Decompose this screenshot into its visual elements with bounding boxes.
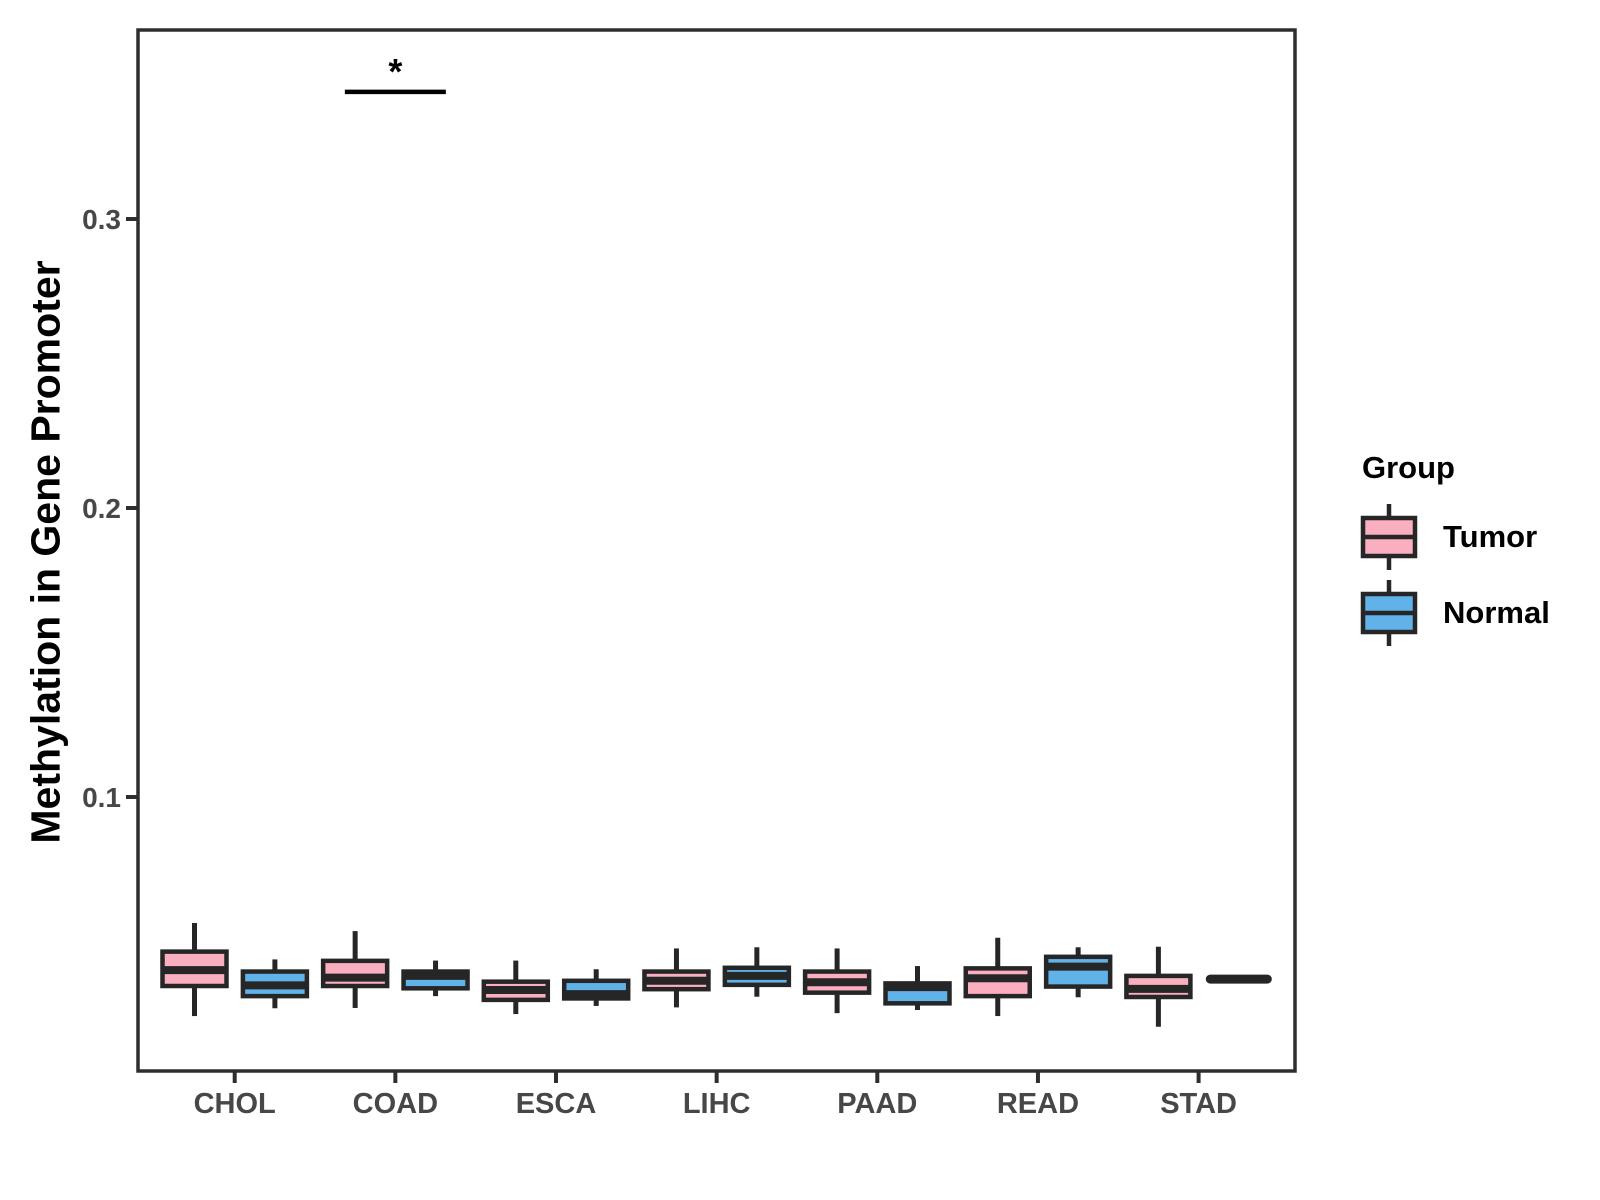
- y-tick-label: 0.3: [82, 204, 121, 235]
- significance-annotation: *: [344, 51, 446, 95]
- x-category-label: LIHC: [683, 1088, 751, 1120]
- x-category-label: READ: [997, 1088, 1079, 1120]
- iqr-box: [320, 958, 390, 989]
- plot-content: 0.1 0.2 0.3 CHOL COAD ESCA LIHC PAAD READ STAD: [82, 204, 1272, 1120]
- legend-label-tumor: Tumor: [1443, 519, 1538, 554]
- boxplot-STAD-Normal: [1205, 974, 1272, 984]
- legend-label-normal: Normal: [1443, 595, 1550, 630]
- iqr-box: [963, 966, 1032, 999]
- boxplot-PAAD-Normal: [883, 966, 952, 1010]
- significance-star: *: [388, 51, 402, 92]
- legend-item-normal: Normal: [1360, 580, 1550, 646]
- legend: Group Tumor Normal: [1360, 450, 1550, 646]
- x-category-label: PAAD: [837, 1088, 917, 1120]
- iqr-box: [1043, 954, 1113, 989]
- normal-boxplot-key-icon: [1360, 580, 1418, 646]
- legend-item-tumor: Tumor: [1360, 504, 1550, 570]
- flat-box: [1205, 974, 1272, 984]
- boxplot-COAD-Tumor: [320, 931, 390, 1008]
- boxplot-LIHC-Normal: [722, 947, 792, 997]
- boxplot-READ-Tumor: [963, 937, 1032, 1017]
- boxplot-READ-Normal: [1043, 947, 1113, 998]
- boxplot-ESCA-Normal: [561, 969, 631, 1006]
- boxplot-PAAD-Tumor: [802, 948, 872, 1014]
- boxplot-COAD-Normal: [401, 960, 470, 997]
- boxplot-CHOL-Tumor: [160, 923, 229, 1017]
- x-category-label: COAD: [353, 1088, 438, 1120]
- boxplot-CHOL-Normal: [240, 959, 310, 1009]
- y-axis-title: Methylation in Gene Promoter: [22, 260, 69, 844]
- x-category-label: STAD: [1160, 1088, 1237, 1120]
- y-tick-label: 0.1: [82, 782, 121, 813]
- x-category-label: CHOL: [194, 1088, 276, 1120]
- boxplot-ESCA-Tumor: [481, 960, 551, 1015]
- tumor-boxplot-key-icon: [1360, 504, 1418, 570]
- y-tick-label: 0.2: [82, 493, 121, 524]
- boxplot-STAD-Tumor: [1124, 946, 1193, 1027]
- boxplot-LIHC-Tumor: [642, 948, 711, 1008]
- legend-title: Group: [1362, 450, 1455, 485]
- x-category-label: ESCA: [516, 1088, 597, 1120]
- plot-panel-border: [136, 28, 1297, 1073]
